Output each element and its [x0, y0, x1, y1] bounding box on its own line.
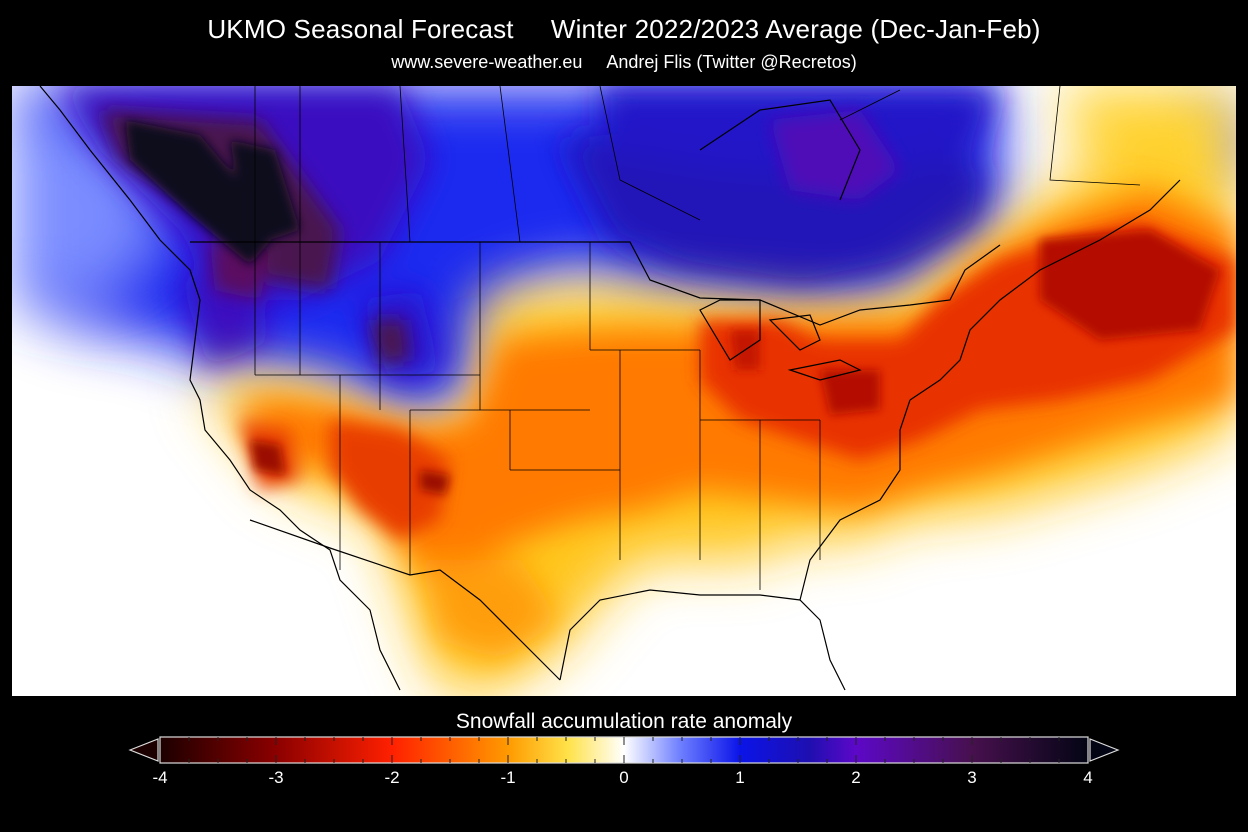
tick-label-neg3: -3 [268, 768, 284, 787]
us-canada-border [190, 241, 1001, 326]
color-legend [128, 736, 1120, 766]
great-lakes [699, 299, 862, 381]
colorbar-min-triangle [128, 738, 159, 762]
coastline [39, 86, 401, 691]
colorbar-svg [128, 736, 1120, 764]
colorbar-tick-marks [188, 737, 1060, 763]
tick-label-3: 3 [967, 768, 977, 787]
legend-title: Snowfall accumulation rate anomaly [455, 710, 793, 733]
gulf-coast [559, 399, 911, 691]
east-coast [909, 179, 1181, 401]
chart-subtitle: www.severe-weather.eu Andrej Flis (Twitt… [391, 52, 857, 72]
canada-province-lines [254, 86, 1141, 243]
tick-label-neg2: -2 [384, 768, 400, 787]
tick-label-neg1: -1 [500, 768, 516, 787]
tick-label-neg4: -4 [152, 768, 168, 787]
forecast-map [12, 86, 1236, 696]
tick-label-0: 0 [619, 768, 629, 787]
hudson-bay [699, 99, 861, 201]
tick-label-2: 2 [851, 768, 861, 787]
tick-label-4: 4 [1083, 768, 1093, 787]
tick-label-1: 1 [735, 768, 745, 787]
positive-anomaly-field [12, 86, 1236, 420]
political-borders [39, 86, 1181, 691]
us-mexico-border [249, 519, 561, 681]
colorbar-max-triangle [1089, 738, 1120, 762]
state-lines [254, 242, 821, 590]
chart-title: UKMO Seasonal Forecast Winter 2022/2023 … [207, 14, 1041, 44]
map-svg [12, 86, 1236, 696]
